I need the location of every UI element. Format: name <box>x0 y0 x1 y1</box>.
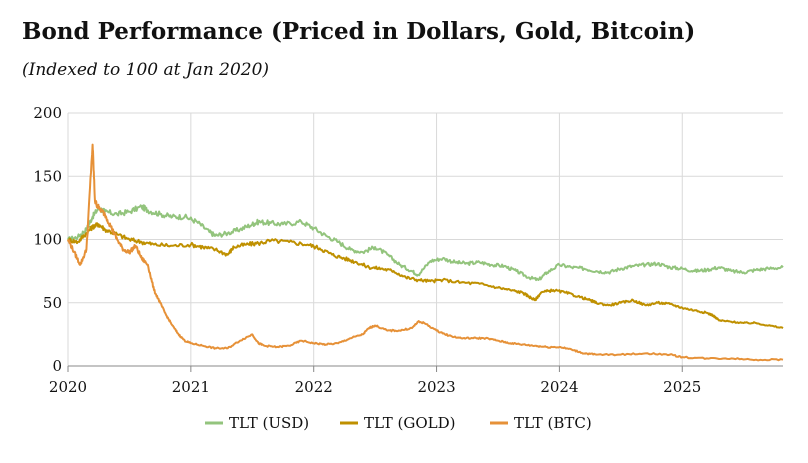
y-tick-label: 50 <box>43 294 62 312</box>
series-line-tlt-gold <box>67 222 784 329</box>
y-tick-label: 150 <box>33 167 62 185</box>
legend-label: TLT (USD) <box>229 414 309 432</box>
x-tick-label: 2024 <box>540 378 578 396</box>
x-tick-label: 2025 <box>663 378 701 396</box>
legend-label: TLT (BTC) <box>514 414 592 432</box>
x-tick-label: 2020 <box>49 378 87 396</box>
y-tick-label: 200 <box>33 104 62 122</box>
series-line-tlt-btc <box>67 143 784 362</box>
x-tick-label: 2022 <box>295 378 333 396</box>
series-line-tlt-usd <box>67 204 784 282</box>
series-lines <box>67 143 784 362</box>
x-tick-label: 2021 <box>172 378 210 396</box>
x-tick-label: 2023 <box>417 378 455 396</box>
chart-subtitle: (Indexed to 100 at Jan 2020) <box>22 60 270 80</box>
y-tick-label: 0 <box>52 357 62 375</box>
axes: 0 50 100 150 200 2020 2021 2022 2023 2024 2025 <box>33 104 783 396</box>
legend-label: TLT (GOLD) <box>364 414 456 432</box>
legend: TLT (USD) TLT (GOLD) TLT (BTC) <box>205 414 592 432</box>
chart-title: Bond Performance (Priced in Dollars, Gol… <box>22 18 696 45</box>
y-tick-label: 100 <box>33 231 62 249</box>
